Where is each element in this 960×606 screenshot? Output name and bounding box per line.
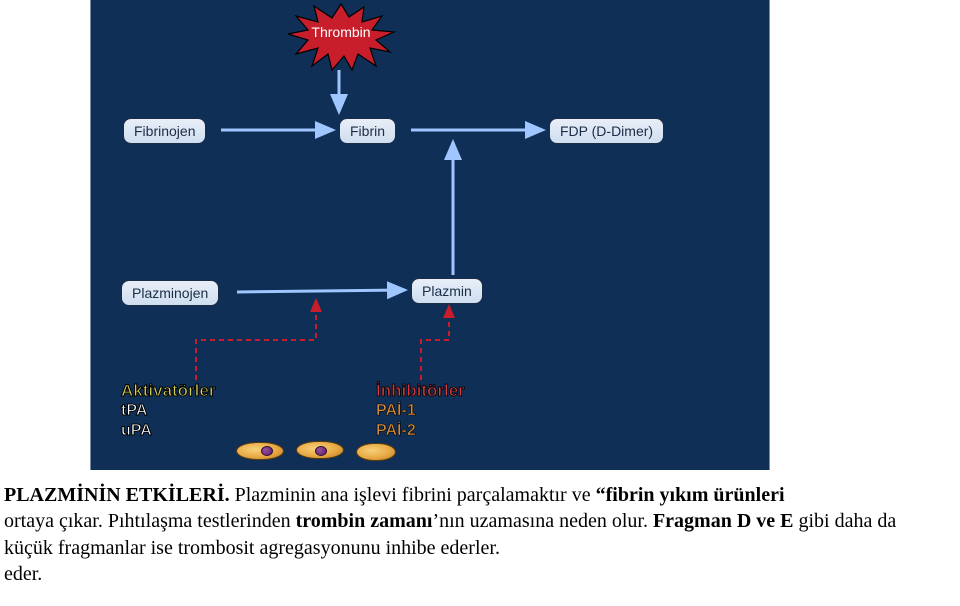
- arrow-inhibitors: [421, 306, 449, 380]
- node-plazmin: Plazmin: [411, 278, 483, 304]
- activators-header: Aktivatörler: [121, 380, 215, 401]
- caption-bold-3b: trombin zamanı: [296, 510, 433, 532]
- cell-1: [236, 442, 284, 460]
- node-fibrinojen: Fibrinojen: [123, 118, 206, 144]
- nucleus-1: [261, 446, 273, 456]
- page-root: Thrombin Fibrinojen Fibrin FDP (D-Dimer)…: [0, 0, 960, 606]
- diagram-canvas: Thrombin Fibrinojen Fibrin FDP (D-Dimer)…: [90, 0, 770, 470]
- caption-text: PLAZMİNİN ETKİLERİ. Plazminin ana işlevi…: [0, 478, 940, 588]
- nucleus-2: [315, 446, 327, 456]
- thrombin-label: Thrombin: [307, 24, 375, 40]
- inhibitors-block: İnhibitörler PAİ-1 PAİ-2: [376, 380, 465, 441]
- cell-row: [236, 440, 406, 462]
- activators-block: Aktivatörler tPA uPA: [121, 380, 215, 441]
- caption-bold-2b: “fibrin yıkım ürünleri: [596, 484, 785, 506]
- activator-item-0: tPA: [121, 401, 215, 421]
- cell-2: [296, 441, 344, 459]
- inhibitor-item-0: PAİ-1: [376, 401, 465, 421]
- node-fibrin: Fibrin: [339, 118, 396, 144]
- inhibitor-item-1: PAİ-2: [376, 421, 465, 441]
- caption-span-3c: ’nın uzamasına neden olur.: [432, 510, 653, 532]
- caption-bold-4a: Fragman D ve E: [653, 510, 799, 532]
- caption-span-2a: Plazminin ana işlevi fibrini parçalamakt…: [230, 484, 596, 506]
- node-plazminojen: Plazminojen: [121, 280, 219, 306]
- node-fdp: FDP (D-Dimer): [549, 118, 664, 144]
- caption-span-5: eder.: [4, 563, 42, 585]
- arrow-activators: [196, 300, 316, 380]
- cell-3: [356, 443, 396, 461]
- arrow-plazminojen-plazmin: [237, 290, 405, 292]
- inhibitors-header: İnhibitörler: [376, 380, 465, 401]
- activator-item-1: uPA: [121, 421, 215, 441]
- caption-bold-1: PLAZMİNİN ETKİLERİ.: [4, 484, 230, 506]
- caption-span-3: ortaya çıkar. Pıhtılaşma testlerinden: [4, 510, 296, 532]
